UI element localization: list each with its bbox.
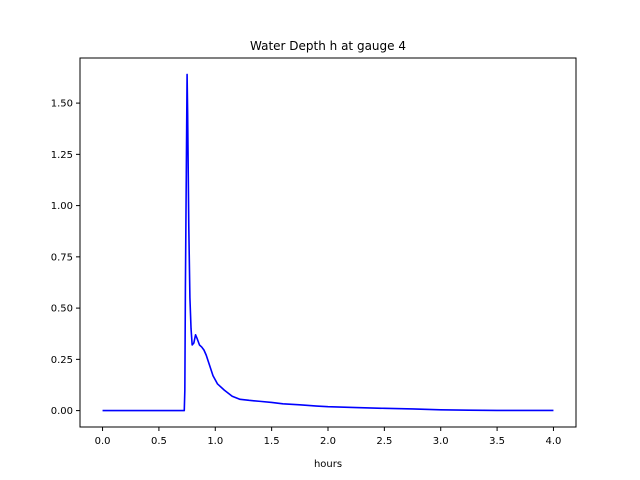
y-tick-label: 0.75	[51, 252, 73, 263]
y-tick-label: 1.50	[51, 99, 73, 110]
x-axis: 0.0 0.5 1.0 1.5 2.0 2.5 3.0 3.5 4.0	[95, 427, 562, 447]
x-tick-label: 1.5	[264, 436, 280, 447]
x-tick-label: 0.5	[151, 436, 167, 447]
x-tick-label: 3.0	[433, 436, 449, 447]
x-tick-label: 1.0	[207, 436, 223, 447]
series-line	[102, 73, 554, 412]
y-tick-label: 0.50	[51, 304, 73, 315]
x-axis-label: hours	[314, 459, 342, 470]
y-tick-label: 0.00	[51, 406, 73, 417]
x-tick-label: 2.5	[376, 436, 392, 447]
x-tick-label: 3.5	[489, 436, 505, 447]
plot-area: 0.0 0.5 1.0 1.5 2.0 2.5 3.0 3.5 4.0 0.00 0.25 0.50…	[51, 57, 577, 447]
x-tick-label: 4.0	[546, 436, 562, 447]
x-tick-label: 2.0	[320, 436, 336, 447]
chart-title: Water Depth h at gauge 4	[250, 39, 406, 53]
x-tick-label: 0.0	[95, 436, 111, 447]
y-tick-label: 1.25	[51, 150, 73, 161]
y-axis: 0.00 0.25 0.50 0.75 1.00 1.25 1.50	[51, 99, 80, 417]
y-tick-label: 1.00	[51, 201, 73, 212]
y-tick-label: 0.25	[51, 355, 73, 366]
